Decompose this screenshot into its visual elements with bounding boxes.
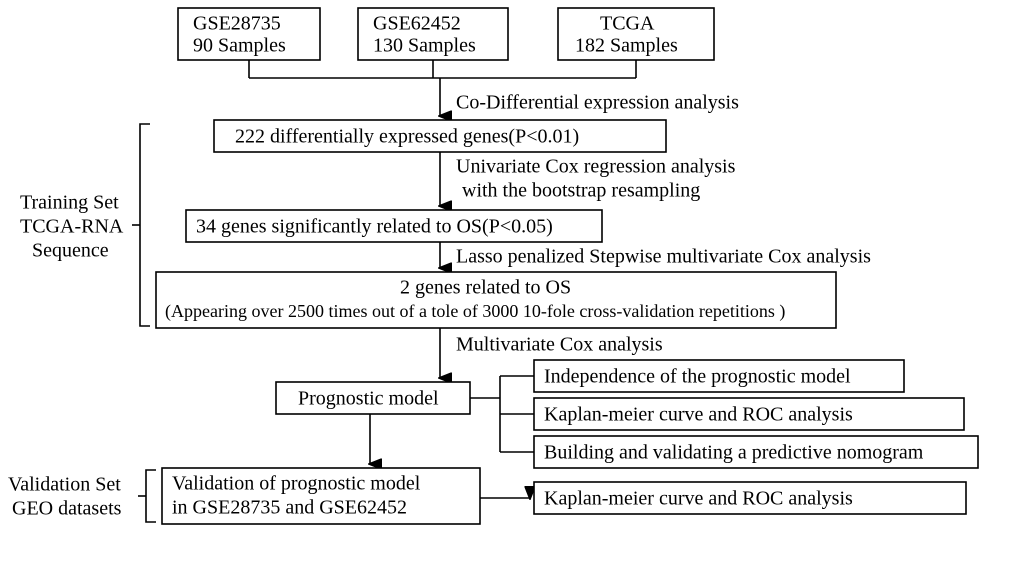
- km-text: Kaplan-meier curve and ROC analysis: [544, 404, 853, 426]
- tcga-title: TCGA: [600, 13, 655, 35]
- gse28735-sub: 90 Samples: [193, 35, 286, 57]
- label-uni2: with the bootstrap resampling: [462, 180, 700, 202]
- os2-line1: 2 genes related to OS: [400, 277, 571, 299]
- side-train3: Sequence: [32, 240, 109, 262]
- indep-text: Independence of the prognostic model: [544, 366, 851, 388]
- os2-line2: (Appearing over 2500 times out of a tole…: [165, 301, 785, 322]
- validate-line1: Validation of prognostic model: [172, 473, 421, 495]
- node-tcga: TCGA 182 Samples: [558, 8, 714, 60]
- nomo-text: Building and validating a predictive nom…: [544, 442, 924, 464]
- gse28735-title: GSE28735: [193, 13, 281, 35]
- gse62452-sub: 130 Samples: [373, 35, 476, 57]
- node-progmodel: Prognostic model: [276, 382, 470, 414]
- node-km: Kaplan-meier curve and ROC analysis: [534, 398, 964, 430]
- km2-text: Kaplan-meier curve and ROC analysis: [544, 488, 853, 510]
- node-gse28735: GSE28735 90 Samples: [178, 8, 320, 60]
- node-gse62452: GSE62452 130 Samples: [358, 8, 508, 60]
- bracket-validation: [138, 470, 156, 522]
- label-uni1: Univariate Cox regression analysis: [456, 156, 736, 178]
- label-multi: Multivariate Cox analysis: [456, 334, 663, 356]
- side-train2: TCGA-RNA: [20, 216, 124, 238]
- gse62452-title: GSE62452: [373, 13, 461, 35]
- node-os2: 2 genes related to OS (Appearing over 25…: [156, 272, 836, 328]
- node-validate: Validation of prognostic model in GSE287…: [162, 468, 480, 524]
- side-val1: Validation Set: [8, 474, 121, 496]
- validate-line2: in GSE28735 and GSE62452: [172, 497, 407, 519]
- bracket-training: [132, 124, 150, 326]
- node-diffexpr: 222 differentially expressed genes(P<0.0…: [214, 120, 666, 152]
- label-lasso: Lasso penalized Stepwise multivariate Co…: [456, 246, 871, 268]
- diffexpr-text: 222 differentially expressed genes(P<0.0…: [235, 126, 579, 148]
- side-val2: GEO datasets: [12, 498, 122, 520]
- node-independence: Independence of the prognostic model: [534, 360, 904, 392]
- node-km2: Kaplan-meier curve and ROC analysis: [534, 482, 966, 514]
- node-nomogram: Building and validating a predictive nom…: [534, 436, 978, 468]
- side-train1: Training Set: [20, 192, 119, 214]
- branch-bracket: [470, 376, 534, 452]
- label-codiff: Co-Differential expression analysis: [456, 92, 739, 114]
- progmodel-text: Prognostic model: [298, 388, 439, 410]
- node-os34: 34 genes significantly related to OS(P<0…: [186, 210, 602, 242]
- os34-text: 34 genes significantly related to OS(P<0…: [196, 216, 553, 238]
- tcga-sub: 182 Samples: [575, 35, 678, 57]
